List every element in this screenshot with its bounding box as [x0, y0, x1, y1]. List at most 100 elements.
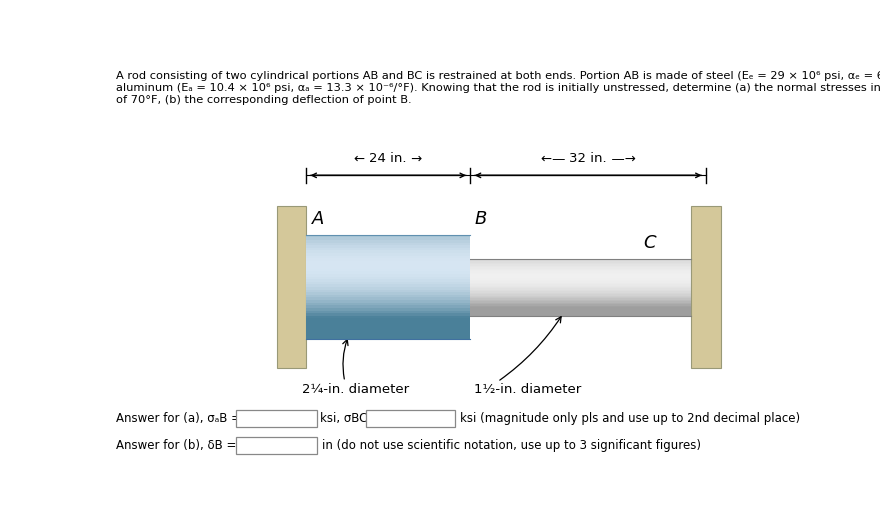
Bar — [306, 289, 471, 293]
Bar — [306, 271, 471, 275]
Bar — [471, 263, 692, 265]
Bar — [306, 274, 471, 277]
Bar — [471, 313, 692, 315]
Bar — [471, 278, 692, 281]
Bar — [471, 270, 692, 272]
Text: B: B — [474, 210, 487, 228]
Bar — [306, 337, 471, 340]
Bar — [306, 313, 471, 316]
Bar — [236, 410, 317, 427]
Text: A rod consisting of two cylindrical portions AB and BC is restrained at both end: A rod consisting of two cylindrical port… — [116, 72, 880, 81]
Bar — [306, 282, 471, 285]
Bar — [471, 282, 692, 285]
Bar — [471, 290, 692, 292]
Text: in (do not use scientific notation, use up to 3 significant figures): in (do not use scientific notation, use … — [321, 439, 700, 452]
Bar — [471, 271, 692, 273]
Text: ksi, σBC =: ksi, σBC = — [320, 412, 381, 425]
Bar — [306, 331, 471, 335]
Text: ← 24 in. →: ← 24 in. → — [354, 153, 422, 166]
Bar — [471, 309, 692, 311]
Bar — [471, 310, 692, 312]
Bar — [306, 311, 471, 314]
Bar — [471, 307, 692, 309]
Bar — [306, 319, 471, 322]
Bar — [471, 294, 692, 296]
Bar — [276, 206, 306, 368]
Bar — [306, 243, 471, 246]
Bar — [471, 305, 692, 308]
Bar — [306, 269, 471, 272]
Bar — [306, 235, 471, 238]
Bar — [306, 326, 471, 330]
Text: aluminum (Eₐ = 10.4 × 10⁶ psi, αₐ = 13.3 × 10⁻⁶/°F). Knowing that the rod is ini: aluminum (Eₐ = 10.4 × 10⁶ psi, αₐ = 13.3… — [116, 83, 880, 93]
Text: Answer for (b), δB =: Answer for (b), δB = — [116, 439, 237, 452]
Bar — [236, 437, 317, 454]
Bar — [471, 286, 692, 288]
Bar — [306, 277, 471, 280]
Text: 1½-in. diameter: 1½-in. diameter — [474, 383, 582, 396]
Bar — [471, 292, 692, 294]
Bar — [366, 410, 455, 427]
Bar — [471, 269, 692, 271]
Bar — [471, 277, 692, 279]
Bar — [306, 261, 471, 264]
Bar — [306, 324, 471, 327]
Bar — [306, 316, 471, 319]
Bar — [306, 237, 471, 241]
Bar — [306, 303, 471, 306]
Bar — [306, 255, 471, 259]
Bar — [306, 321, 471, 324]
Bar — [471, 297, 692, 299]
Bar — [306, 248, 471, 251]
Bar — [306, 251, 471, 254]
Bar — [692, 206, 721, 368]
Bar — [306, 308, 471, 311]
Text: 2¼-in. diameter: 2¼-in. diameter — [302, 383, 409, 396]
Bar — [306, 300, 471, 304]
Bar — [306, 285, 471, 288]
Bar — [306, 266, 471, 269]
Text: A: A — [312, 210, 325, 228]
Bar — [471, 303, 692, 305]
Text: ksi (magnitude only pls and use up to 2nd decimal place): ksi (magnitude only pls and use up to 2n… — [459, 412, 800, 425]
Text: 24 in.: 24 in. — [370, 152, 407, 165]
Bar — [306, 258, 471, 262]
Bar — [306, 292, 471, 296]
Bar — [306, 253, 471, 256]
Bar — [306, 287, 471, 290]
Bar — [306, 305, 471, 309]
Bar — [471, 287, 692, 289]
Text: ←— 32 in. —→: ←— 32 in. —→ — [540, 153, 635, 166]
Bar — [306, 263, 471, 267]
Bar — [471, 314, 692, 316]
Bar — [471, 296, 692, 298]
Bar — [471, 276, 692, 278]
Bar — [306, 334, 471, 338]
Bar — [471, 311, 692, 313]
Bar — [306, 297, 471, 301]
Bar — [471, 300, 692, 302]
Bar — [471, 288, 692, 290]
Bar — [471, 261, 692, 263]
Bar — [471, 274, 692, 277]
Text: Answer for (a), σₐB =: Answer for (a), σₐB = — [116, 412, 241, 425]
Bar — [306, 245, 471, 249]
Bar — [471, 267, 692, 269]
Bar — [471, 281, 692, 284]
Bar — [471, 293, 692, 295]
Bar — [306, 295, 471, 298]
Bar — [471, 280, 692, 282]
Bar — [306, 279, 471, 282]
Bar — [471, 298, 692, 301]
Bar — [471, 284, 692, 286]
Bar — [471, 259, 692, 261]
Bar — [471, 301, 692, 303]
Bar — [471, 264, 692, 267]
Text: of 70°F, (b) the corresponding deflection of point B.: of 70°F, (b) the corresponding deflectio… — [116, 95, 412, 105]
Bar — [471, 304, 692, 306]
Bar — [306, 329, 471, 332]
Bar — [471, 266, 692, 268]
Bar — [471, 260, 692, 262]
Bar — [471, 273, 692, 275]
Bar — [306, 240, 471, 243]
